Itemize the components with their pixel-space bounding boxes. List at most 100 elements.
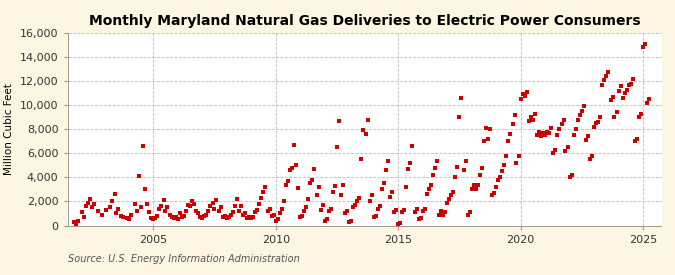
- Point: [618, 96, 628, 100]
- Point: [348, 205, 358, 210]
- Point: [450, 175, 460, 180]
- Point: [572, 117, 583, 122]
- Point: [493, 178, 504, 182]
- Point: [615, 84, 626, 88]
- Point: [468, 182, 479, 187]
- Point: [403, 167, 414, 171]
- Point: [632, 137, 643, 141]
- Point: [501, 153, 512, 158]
- Point: [76, 210, 87, 214]
- Point: [526, 115, 537, 119]
- Point: [462, 213, 473, 217]
- Point: [236, 204, 246, 208]
- Point: [309, 167, 320, 171]
- Point: [72, 218, 83, 223]
- Point: [495, 175, 506, 180]
- Point: [517, 92, 528, 97]
- Point: [82, 200, 93, 205]
- Point: [591, 121, 601, 125]
- Point: [642, 101, 653, 105]
- Point: [481, 126, 491, 130]
- Point: [144, 210, 155, 214]
- Point: [191, 209, 202, 213]
- Point: [395, 221, 406, 225]
- Point: [607, 95, 618, 99]
- Point: [122, 216, 132, 221]
- Point: [246, 216, 256, 221]
- Point: [429, 166, 440, 170]
- Point: [593, 120, 603, 124]
- Point: [248, 215, 259, 219]
- Point: [252, 208, 263, 212]
- Point: [566, 173, 577, 177]
- Point: [597, 82, 608, 87]
- Point: [369, 215, 379, 219]
- Point: [234, 209, 244, 213]
- Point: [460, 158, 471, 163]
- Point: [278, 199, 289, 204]
- Point: [168, 216, 179, 221]
- Point: [97, 213, 108, 217]
- Point: [466, 187, 477, 192]
- Point: [164, 213, 175, 217]
- Point: [223, 215, 234, 219]
- Point: [227, 210, 238, 214]
- Point: [117, 215, 128, 219]
- Point: [113, 207, 124, 211]
- Point: [636, 111, 647, 116]
- Point: [624, 82, 634, 87]
- Point: [315, 208, 326, 212]
- Point: [136, 205, 146, 210]
- Point: [197, 216, 208, 221]
- Point: [331, 145, 342, 150]
- Point: [509, 113, 520, 117]
- Point: [207, 200, 218, 205]
- Point: [225, 213, 236, 217]
- Point: [546, 126, 557, 130]
- Point: [250, 210, 261, 214]
- Point: [186, 199, 197, 204]
- Point: [215, 205, 226, 210]
- Point: [443, 197, 454, 201]
- Point: [217, 215, 228, 219]
- Point: [634, 115, 645, 119]
- Point: [281, 182, 292, 187]
- Point: [354, 196, 365, 200]
- Point: [346, 218, 356, 223]
- Point: [221, 216, 232, 221]
- Point: [485, 127, 495, 131]
- Point: [277, 207, 288, 211]
- Point: [552, 133, 563, 138]
- Point: [238, 213, 248, 217]
- Point: [409, 210, 420, 214]
- Point: [211, 198, 222, 202]
- Point: [367, 193, 377, 198]
- Point: [556, 122, 567, 127]
- Point: [140, 187, 151, 192]
- Point: [166, 215, 177, 219]
- Point: [379, 181, 389, 186]
- Point: [515, 97, 526, 101]
- Point: [293, 186, 304, 190]
- Point: [301, 205, 312, 210]
- Point: [272, 217, 283, 222]
- Point: [523, 119, 534, 123]
- Point: [535, 134, 546, 139]
- Point: [620, 91, 630, 95]
- Point: [156, 204, 167, 208]
- Point: [489, 191, 500, 195]
- Point: [628, 76, 639, 81]
- Point: [540, 133, 551, 138]
- Point: [174, 211, 185, 216]
- Point: [448, 190, 459, 194]
- Point: [291, 163, 302, 167]
- Point: [483, 137, 493, 141]
- Point: [333, 119, 344, 123]
- Point: [560, 149, 571, 153]
- Point: [176, 215, 187, 219]
- Point: [433, 213, 444, 217]
- Point: [275, 211, 286, 216]
- Point: [423, 187, 434, 192]
- Point: [172, 217, 183, 222]
- Point: [479, 139, 489, 144]
